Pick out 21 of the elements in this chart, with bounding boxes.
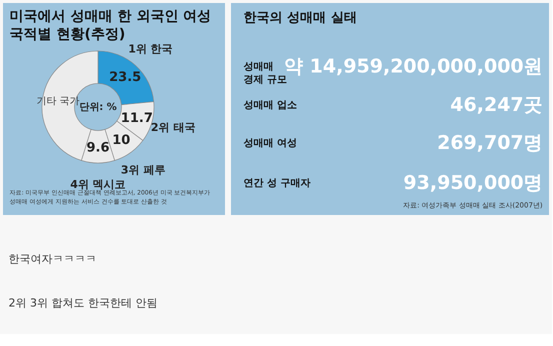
- text: 성매매 업소: [244, 100, 298, 111]
- slice-label: 기타 국가: [36, 96, 80, 107]
- text: 성매매 여성: [244, 138, 298, 149]
- text: 연간 성 구매자: [244, 178, 311, 190]
- text: 단위: %: [79, 102, 117, 113]
- slice-label: 2위 태국: [150, 121, 196, 134]
- data-label: 23.5: [109, 70, 142, 86]
- text: 269,707명: [437, 132, 543, 154]
- slice-label: 3위 페루: [120, 164, 166, 177]
- data-label: 10: [112, 132, 130, 148]
- data-label: 9.6: [86, 140, 110, 156]
- text: 약 14,959,200,000,000원: [284, 56, 543, 78]
- text: 한국의 성매매 실태: [244, 10, 357, 26]
- chart-title: 미국에서 성매매 한 외국인 여성 국적별 현황(추정): [10, 8, 212, 42]
- text: 93,950,000명: [403, 172, 543, 194]
- slice-label: 1위 한국: [128, 42, 173, 56]
- slice-label: 4위 멕시코: [70, 178, 126, 191]
- text: 46,247곳: [450, 94, 543, 116]
- text: 한국여자ㅋㅋㅋㅋ: [8, 252, 96, 266]
- data-label: 11.7: [120, 110, 153, 126]
- text: 2위 3위 합쳐도 한국한테 안됨: [8, 296, 158, 310]
